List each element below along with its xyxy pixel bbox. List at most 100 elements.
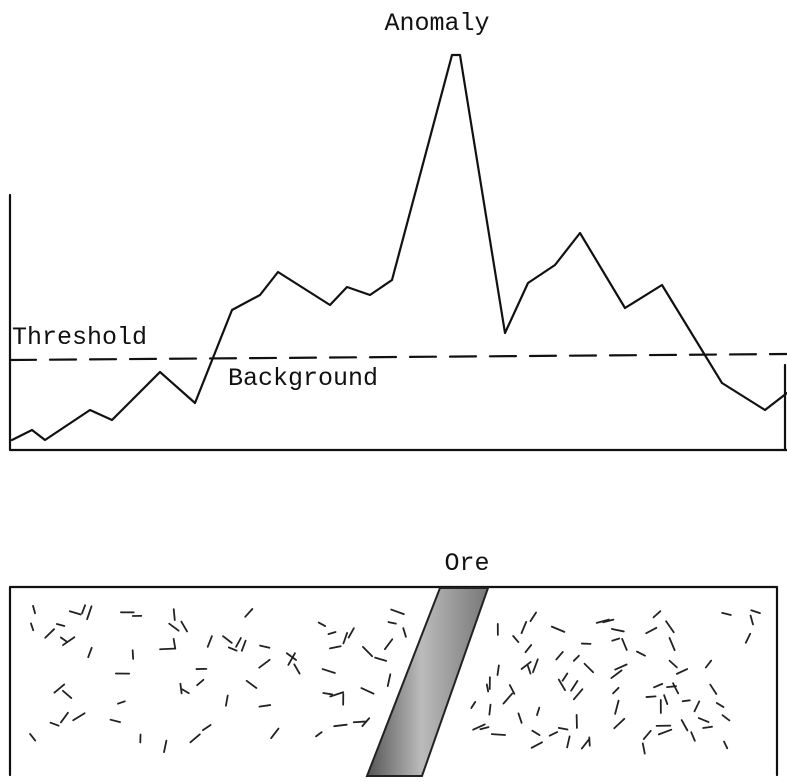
rock-dash xyxy=(529,611,537,623)
profile-line xyxy=(10,53,787,442)
rock-dash xyxy=(668,637,676,652)
rock-dash xyxy=(532,658,539,674)
rock-dash xyxy=(723,740,729,750)
rock-dash xyxy=(536,706,541,716)
rock-dash xyxy=(557,726,569,731)
frame xyxy=(8,193,787,452)
rock-dash xyxy=(390,608,405,616)
rock-dash xyxy=(202,724,212,732)
rock-dash xyxy=(610,669,623,679)
rock-dash xyxy=(621,637,628,651)
rock-dash xyxy=(159,647,175,651)
rock-dash xyxy=(485,683,490,693)
rock-dash xyxy=(317,621,327,627)
rock-dash xyxy=(614,699,620,715)
rock-dash xyxy=(387,621,397,625)
rock-dash xyxy=(611,637,621,642)
rock-dash xyxy=(520,661,532,670)
rock-dash xyxy=(555,651,564,661)
rock-dash xyxy=(180,620,188,633)
rock-dash xyxy=(641,742,646,755)
rock-dash xyxy=(524,644,533,654)
rock-dash xyxy=(530,741,543,749)
rock-dash xyxy=(285,652,297,661)
rock-dash xyxy=(557,678,566,692)
ore-body xyxy=(365,587,490,777)
rock-dash xyxy=(270,727,280,740)
rock-dash xyxy=(321,668,336,674)
rock-dash xyxy=(59,636,68,643)
rock-dash xyxy=(583,662,595,674)
rock-dash xyxy=(508,684,516,695)
rock-dash xyxy=(612,686,620,695)
section-panel: Ore xyxy=(8,549,779,777)
rock-dash xyxy=(172,608,176,621)
rock-dash xyxy=(117,700,126,705)
rock-dash xyxy=(512,635,520,643)
rock-dash xyxy=(258,658,271,669)
rock-dash xyxy=(672,682,680,695)
rock-dash xyxy=(352,720,367,724)
rock-dash xyxy=(517,712,523,724)
rock-dash xyxy=(361,717,371,728)
rock-dash xyxy=(227,646,238,652)
rock-dash xyxy=(472,723,486,731)
rock-dash xyxy=(383,638,394,651)
section-frame xyxy=(8,585,779,777)
rock-dash xyxy=(81,604,87,615)
profile-panel: Anomaly Threshold Background xyxy=(8,9,787,452)
rock-dash xyxy=(189,733,201,744)
rock-dash xyxy=(235,637,242,648)
rock-dash xyxy=(520,620,528,635)
rock-dash xyxy=(675,668,689,675)
rock-dash xyxy=(109,718,121,723)
rock-dash xyxy=(49,721,60,727)
rock-dash xyxy=(163,739,168,754)
rock-dash xyxy=(572,688,584,701)
rock-dash xyxy=(360,687,375,695)
rock-dash xyxy=(526,664,532,675)
rock-dash xyxy=(333,723,348,728)
rock-dash xyxy=(245,679,258,689)
rock-dash xyxy=(657,728,673,736)
rock-dash xyxy=(744,632,752,644)
anomaly-label: Anomaly xyxy=(384,9,489,38)
rock-dash xyxy=(550,625,566,633)
rock-dash xyxy=(244,608,254,618)
rock-dash xyxy=(131,649,135,660)
rock-dash xyxy=(196,678,205,687)
threshold-line xyxy=(8,352,787,362)
rock-dash xyxy=(548,731,559,737)
rock-dash xyxy=(322,692,334,696)
rock-dash xyxy=(259,644,271,649)
rock-dash xyxy=(32,604,36,615)
rock-dash xyxy=(721,612,732,616)
rock-dash xyxy=(580,738,590,750)
rock-dash xyxy=(566,735,571,749)
rock-dash xyxy=(30,622,35,632)
rock-dash xyxy=(86,605,93,621)
rock-dash xyxy=(602,618,615,624)
rock-dash xyxy=(750,609,761,615)
rock-dash xyxy=(44,628,55,639)
rock-dash xyxy=(374,656,388,662)
rock-dash xyxy=(362,645,374,658)
rock-dash xyxy=(704,659,713,669)
rock-dash xyxy=(327,631,337,635)
rock-dash xyxy=(496,664,500,676)
rock-dash xyxy=(613,717,626,730)
rock-dash xyxy=(87,646,93,659)
rock-dash xyxy=(488,703,492,716)
rock-dash xyxy=(55,623,66,627)
rock-dash xyxy=(315,731,323,738)
rock-dash xyxy=(665,620,675,634)
rock-dash xyxy=(663,694,669,705)
rock-dash xyxy=(329,645,342,650)
rock-dash xyxy=(479,726,490,731)
rock-dash xyxy=(490,733,506,736)
rock-dash xyxy=(531,729,541,736)
rock-dash xyxy=(329,691,345,698)
rock-dash xyxy=(402,627,407,638)
rock-dash xyxy=(168,622,180,632)
